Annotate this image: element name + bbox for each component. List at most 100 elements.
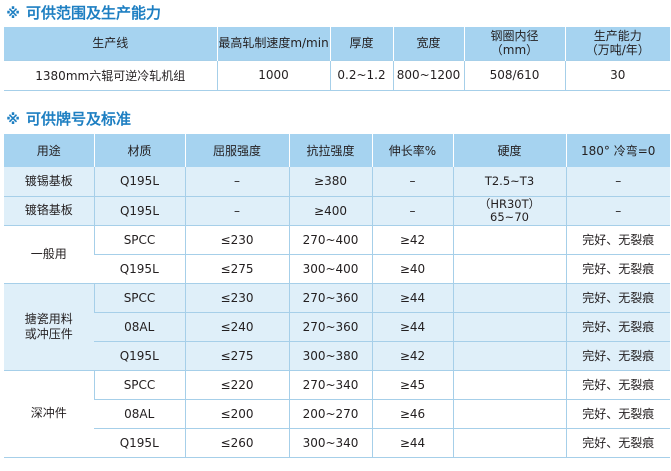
header-production-line: 生产线 (4, 27, 217, 60)
cell-hardness (452, 254, 566, 284)
cell-material: Q195L (94, 428, 185, 458)
reference-mark-icon: ※ (6, 112, 20, 128)
header-thickness: 厚度 (329, 27, 393, 60)
cell-material: 08AL (94, 399, 185, 429)
cell-hardness (452, 341, 566, 371)
cell-elongation: ≥40 (371, 254, 453, 284)
cell-tensile-strength: 270~340 (288, 370, 372, 400)
cell-hardness (452, 312, 566, 342)
cell-width: 800~1200 (392, 59, 464, 91)
cell-tensile-strength: ≥400 (288, 196, 372, 226)
cell-tensile-strength: 200~270 (288, 399, 372, 429)
cell-elongation: ≥44 (371, 428, 453, 458)
cell-elongation: ≥46 (371, 399, 453, 429)
cell-production-line: 1380mm六辊可逆冷轧机组 (4, 59, 217, 91)
cell-hardness (452, 428, 566, 458)
header-capacity: 生产能力 （万吨/年） (564, 27, 670, 60)
header-coil-inner-diameter: 钢圈内径 （mm） (463, 27, 565, 60)
reference-mark-icon: ※ (6, 6, 20, 22)
table-row: 镀锡基板 Q195L – ≥380– T2.5~T3– (4, 167, 670, 197)
cell-yield-strength: ≤260 (184, 428, 289, 458)
header-hardness: 硬度 (452, 134, 566, 167)
cell-coil-inner-diameter: 508/610 (463, 59, 565, 91)
cell-cold-bend: 完好、无裂痕 (565, 341, 670, 371)
cell-cold-bend: 完好、无裂痕 (565, 370, 670, 400)
grades-table: 用途 材质 屈服强度 抗拉强度 伸长率% 硬度 180° 冷弯=0 镀锡基板 Q1… (4, 134, 670, 458)
cell-material: Q195L (94, 254, 185, 284)
section-title-grades: ※ 可供牌号及标准 (4, 108, 131, 130)
cell-elongation: ≥44 (371, 312, 453, 342)
cell-cold-bend: 完好、无裂痕 (565, 399, 670, 429)
cell-usage: 镀铬基板 (4, 196, 94, 226)
header-cold-bend: 180° 冷弯=0 (565, 134, 670, 167)
cell-yield-strength: – (184, 167, 289, 197)
cell-hardness (452, 225, 566, 255)
table-row: 1380mm六辊可逆冷轧机组 1000 0.2~1.2 800~1200 508… (4, 59, 670, 91)
cell-material: Q195L (93, 167, 185, 197)
table-row: 搪瓷用料 或冲压件 SPCC ≤230 270~360 ≥44 完好、无裂痕 (4, 283, 670, 371)
cell-yield-strength: ≤230 (184, 283, 289, 313)
header-max-speed: 最高轧制速度m/min (216, 27, 330, 60)
cell-hardness (452, 283, 566, 313)
cell-tensile-strength: 300~400 (288, 254, 372, 284)
cell-cold-bend: 完好、无裂痕 (565, 428, 670, 458)
table-row: Q195L ≤275 300~380 ≥42 完好、无裂痕 (4, 341, 670, 371)
cell-cold-bend: – (565, 167, 670, 197)
cell-elongation: ≥45 (371, 370, 453, 400)
cell-yield-strength: ≤275 (184, 254, 289, 284)
header-tensile-strength: 抗拉强度 (288, 134, 372, 167)
capacity-table: 生产线 最高轧制速度m/min 厚度 宽度 钢圈内径 （mm） 生产能力 （万吨… (4, 27, 670, 91)
section-title-text: 可供牌号及标准 (26, 110, 132, 128)
cell-elongation: – (371, 167, 453, 197)
table-row: 08AL ≤240 270~360 ≥44 完好、无裂痕 (4, 312, 670, 342)
header-elongation: 伸长率% (371, 134, 453, 167)
cell-elongation: – (371, 196, 453, 226)
cell-cold-bend: 完好、无裂痕 (565, 225, 670, 255)
header-yield-strength: 屈服强度 (184, 134, 289, 167)
table-row: 镀铬基板 Q195L – ≥400– （HR30T） 65~70– (4, 196, 670, 226)
cell-usage: 镀锡基板 (4, 167, 94, 197)
header-width: 宽度 (392, 27, 464, 60)
table-row: 一般用 SPCC ≤230 270~400 ≥42 完好、无裂痕 (4, 225, 670, 284)
cell-tensile-strength: 300~380 (288, 341, 372, 371)
cell-yield-strength: – (184, 196, 289, 226)
table-header-row: 用途 材质 屈服强度 抗拉强度 伸长率% 硬度 180° 冷弯=0 (4, 134, 670, 167)
header-material: 材质 (93, 134, 185, 167)
cell-yield-strength: ≤200 (184, 399, 289, 429)
cell-yield-strength: ≤230 (184, 225, 289, 255)
cell-elongation: ≥42 (371, 341, 453, 371)
cell-tensile-strength: 300~340 (288, 428, 372, 458)
cell-elongation: ≥42 (371, 225, 453, 255)
cell-yield-strength: ≤240 (184, 312, 289, 342)
cell-elongation: ≥44 (371, 283, 453, 313)
cell-hardness: （HR30T） 65~70 (452, 196, 566, 226)
cell-usage: 搪瓷用料 或冲压件 (4, 283, 94, 371)
section-title-text: 可供范围及生产能力 (26, 4, 162, 22)
cell-tensile-strength: 270~360 (288, 312, 372, 342)
table-row: 08AL ≤200 200~270 ≥46 完好、无裂痕 (4, 399, 670, 429)
cell-hardness: T2.5~T3 (452, 167, 566, 197)
cell-tensile-strength: 270~400 (288, 225, 372, 255)
table-row: Q195L ≤275 300~400 ≥40 完好、无裂痕 (4, 254, 670, 284)
cell-max-speed: 1000 (216, 59, 330, 91)
cell-material: 08AL (94, 312, 185, 342)
cell-cold-bend: 完好、无裂痕 (565, 312, 670, 342)
cell-cold-bend: 完好、无裂痕 (565, 254, 670, 284)
cell-hardness (452, 399, 566, 429)
cell-material: SPCC (93, 370, 185, 400)
cell-hardness (452, 370, 566, 400)
table-row: Q195L ≤260 300~340 ≥44 完好、无裂痕 (4, 428, 670, 458)
cell-tensile-strength: ≥380 (288, 167, 372, 197)
cell-material: SPCC (93, 283, 185, 313)
section-title-capacity: ※ 可供范围及生产能力 (4, 2, 161, 24)
cell-capacity: 30 (564, 59, 670, 91)
cell-material: SPCC (93, 225, 185, 255)
header-usage: 用途 (4, 134, 94, 167)
cell-yield-strength: ≤275 (184, 341, 289, 371)
cell-thickness: 0.2~1.2 (329, 59, 393, 91)
cell-material: Q195L (94, 341, 185, 371)
cell-material: Q195L (93, 196, 185, 226)
table-header-row: 生产线 最高轧制速度m/min 厚度 宽度 钢圈内径 （mm） 生产能力 （万吨… (4, 27, 670, 60)
cell-usage: 一般用 (4, 225, 94, 284)
cell-cold-bend: – (565, 196, 670, 226)
